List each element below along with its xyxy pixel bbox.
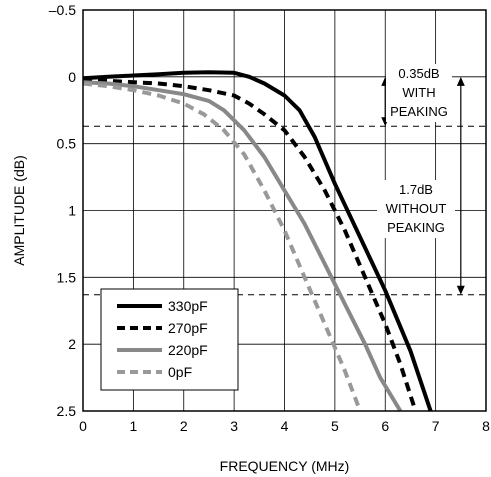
annotation-without-peaking-text: 1.7dB [399, 182, 433, 197]
tick-labels: 0 1 2 3 4 5 6 7 8 –0.5 0 0.5 1 1.5 2 2.5 [49, 2, 490, 434]
legend-entry-label: 0pF [168, 364, 192, 380]
annotation-background [377, 180, 455, 238]
plot-area-frame [82, 9, 487, 412]
x-tick-label: 2 [180, 418, 188, 434]
x-tick-label: 3 [230, 418, 238, 434]
annotation-with-peaking-text: WITH [402, 85, 435, 100]
legend-entry-label: 220pF [168, 342, 208, 358]
x-tick-label: 7 [432, 418, 440, 434]
annotation-without-peaking-text: PEAKING [387, 220, 445, 235]
annotation-arrow-head [456, 76, 465, 86]
x-tick-label: 0 [79, 418, 87, 434]
y-tick-label: –0.5 [49, 2, 76, 18]
y-axis-label: AMPLITUDE (dB) [11, 155, 27, 265]
x-tick-label: 8 [482, 418, 490, 434]
legend: 330pF 270pF 220pF 0pF [100, 288, 239, 391]
y-tick-label: 0 [68, 69, 76, 85]
annotation-without-peaking-text: WITHOUT [386, 201, 447, 216]
annotation-arrow-head [456, 285, 465, 295]
annotation-with-peaking-text: PEAKING [390, 104, 448, 119]
y-tick-label: 0.5 [57, 136, 77, 152]
annotation-with-peaking-text: 0.35dB [398, 66, 439, 81]
x-tick-label: 6 [381, 418, 389, 434]
series-line-220pF [82, 80, 403, 413]
x-tick-label: 4 [281, 418, 289, 434]
series-line-330pF [82, 70, 433, 412]
annotations: 0.35dB WITH PEAKING 1.7dB WITHOUT PEAKING [377, 64, 465, 295]
y-tick-label: 1.5 [57, 269, 77, 285]
series-lines [82, 70, 433, 413]
series-line-270pF [82, 77, 418, 412]
y-tick-label: 2.5 [57, 403, 77, 419]
series-line-0pF [82, 81, 362, 412]
y-tick-label: 1 [68, 203, 76, 219]
annotation-background [386, 64, 452, 122]
x-tick-label: 1 [129, 418, 137, 434]
legend-entry-label: 270pF [168, 320, 208, 336]
y-tick-label: 2 [68, 336, 76, 352]
x-axis-label: FREQUENCY (MHz) [220, 458, 350, 474]
legend-entry-label: 330pF [168, 298, 208, 314]
x-tick-label: 5 [331, 418, 339, 434]
